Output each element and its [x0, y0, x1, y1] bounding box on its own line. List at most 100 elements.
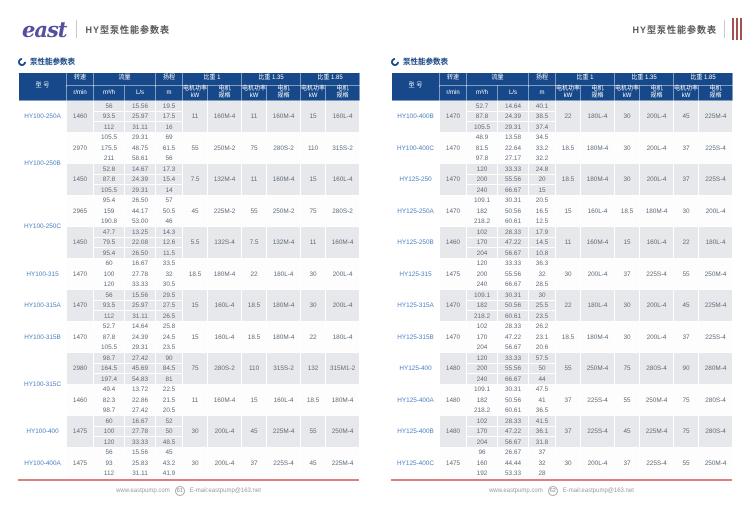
motor-spec-cell: 225M-4: [698, 100, 734, 133]
head-cell: 61.5: [155, 142, 184, 154]
model-cell: HY125-250A: [391, 194, 440, 228]
flow-ls-cell: 26.50: [123, 194, 157, 207]
flow-m3h-cell: 109.1: [466, 289, 498, 301]
motor-spec-cell: 250M-4: [325, 415, 361, 448]
flow-m3h-cell: 197.4: [93, 373, 125, 385]
flow-ls-cell: 55.56: [496, 362, 530, 375]
speed-cell: 1470: [439, 289, 467, 322]
flow-m3h-cell: 52.7: [93, 320, 125, 333]
flow-m3h-cell: 82.3: [93, 394, 125, 406]
motor-spec-cell: 200L-4: [580, 257, 616, 291]
table-row: HY125-315B 1470 102 28.33 26.2 18.5 180M-4 30 20…: [391, 320, 734, 354]
motor-spec-cell: 160L-4: [266, 383, 302, 417]
flow-ls-cell: 14.64: [496, 100, 530, 112]
motor-power-cell: 30: [300, 289, 327, 322]
speed-cell: 1470: [66, 257, 94, 291]
table-row: HY100-400B 1470 52.7 14.64 40.1 22 180L-4 30 200…: [391, 100, 734, 133]
flow-ls-cell: 30.31: [496, 194, 530, 207]
flow-m3h-cell: 49.4: [93, 383, 125, 396]
head-cell: 84.5: [155, 362, 184, 375]
table-row: 200 55.56 20: [392, 173, 733, 186]
table-row: 192 53.33 28: [392, 467, 733, 480]
table-row: HY100-315C 2980 98.7 27.42 90 75 280S-2 110 315S…: [18, 352, 361, 417]
motor-power-cell: 30: [614, 131, 641, 165]
col-header-unit: m³/h: [466, 84, 498, 102]
head-cell: 15.4: [155, 173, 184, 186]
model-cell: HY125-250B: [391, 226, 440, 259]
flow-m3h-cell: 109.1: [466, 194, 498, 207]
speed-cell: 1480: [439, 383, 467, 417]
flow-ls-cell: 50.56: [496, 205, 530, 217]
head-cell: 33.5: [155, 257, 184, 270]
flow-m3h-cell: 164.5: [93, 362, 125, 375]
col-header-unit: L/s: [496, 84, 530, 102]
head-cell: 41.9: [155, 467, 184, 480]
motor-spec-cell: 200L-4: [639, 289, 675, 322]
flow-ls-cell: 22.08: [123, 236, 157, 249]
flow-ls-cell: 31.11: [123, 467, 157, 480]
table-row: HY100-400C 1470 48.9 13.58 34.5 18.5 180M-4 30 2…: [391, 131, 734, 165]
motor-power-cell: 18.5: [614, 194, 641, 228]
head-cell: 50.5: [155, 205, 184, 217]
flow-ls-cell: 13.25: [123, 226, 157, 238]
head-cell: 32: [528, 457, 557, 469]
motor-spec-cell: 280S-2: [266, 131, 302, 165]
table-row: 240 66.67 44: [392, 373, 733, 385]
head-cell: 30.5: [155, 278, 184, 291]
model-cell: HY100-315C: [18, 352, 67, 417]
motor-spec-cell: 250M-4: [698, 446, 734, 480]
flow-ls-cell: 29.31: [123, 341, 157, 354]
header-line: 电机功率: [301, 86, 326, 92]
pump-parameter-table-right: 型 号转速 流量 扬程 比重 1 比重 1.35 比重 1.85 电机功率 kW 电机 规格 电机功…: [391, 71, 734, 480]
model-cell: HY100-315B: [18, 320, 67, 354]
motor-power-cell: 18.5: [241, 289, 268, 322]
flow-m3h-cell: 98.7: [93, 352, 125, 364]
head-cell: 29.5: [155, 289, 184, 301]
head-cell: 46: [155, 215, 184, 228]
col-header-gravity-group: 比重 1.85: [673, 72, 734, 86]
motor-power-cell: 11: [182, 100, 209, 133]
table-row: HY100-250A 1460 56 15.56 19.5 11 160M-4 11 160M-…: [18, 100, 361, 133]
table-row: 87.8 24.39 15.4: [19, 173, 360, 186]
motor-power-cell: 30: [182, 446, 209, 480]
model-cell: HY125-315: [391, 257, 440, 291]
flow-ls-cell: 26.50: [123, 247, 157, 259]
table-row: 200 55.56 50: [392, 362, 733, 375]
motor-spec-cell: 160L-4: [325, 100, 361, 133]
flow-m3h-cell: 87.8: [93, 331, 125, 343]
head-cell: 37.4: [528, 121, 557, 133]
motor-power-cell: 22: [673, 226, 700, 259]
col-header-model: 型 号: [18, 71, 67, 102]
flow-ls-cell: 47.22: [496, 425, 530, 438]
flow-m3h-cell: 56: [93, 100, 125, 112]
flow-m3h-cell: 159: [93, 205, 125, 217]
page-title-left: HY型泵性能参数表: [85, 24, 171, 35]
motor-spec-cell: 160L-4: [325, 163, 361, 196]
head-cell: 12.5: [528, 215, 557, 228]
motor-spec-cell: 200L-4: [639, 163, 675, 196]
footer-url: www.eastpump.com: [489, 488, 543, 495]
table-row: 97.8 27.17 32.2: [392, 152, 733, 165]
motor-power-cell: 11: [300, 226, 327, 259]
motor-spec-cell: 160M-4: [580, 226, 616, 259]
table-row: 120 33.33 48.5: [19, 436, 360, 448]
head-cell: 38.5: [528, 110, 557, 123]
table-row: 1450 47.7 13.25 14.3 5.5 132S-4 7.5 132M-4 11 160…: [19, 226, 361, 259]
head-cell: 33.2: [528, 142, 557, 154]
flow-m3h-cell: 240: [466, 278, 498, 291]
flow-m3h-cell: 240: [466, 373, 498, 385]
table-row: HY100-315B 1470 52.7 14.64 25.8 15 160L-4 18.5 1…: [18, 320, 361, 354]
head-cell: 30: [528, 289, 557, 301]
col-header-head: 扬程: [528, 72, 557, 86]
flow-ls-cell: 28.33: [496, 415, 530, 427]
head-cell: 24.8: [528, 163, 557, 175]
table-row: 240 66.67 15: [392, 184, 733, 196]
motor-spec-cell: 315M1-2: [325, 352, 361, 385]
flow-m3h-cell: 105.5: [466, 121, 498, 133]
col-header-unit: m³/h: [93, 84, 125, 102]
col-header-motor-power: 电机功率 kW: [673, 84, 700, 102]
header-line: 规格: [650, 93, 663, 100]
table-row: 211 58.61 56: [19, 152, 360, 165]
head-cell: 11.5: [155, 247, 184, 259]
motor-spec-cell: 225S-4: [580, 415, 616, 448]
